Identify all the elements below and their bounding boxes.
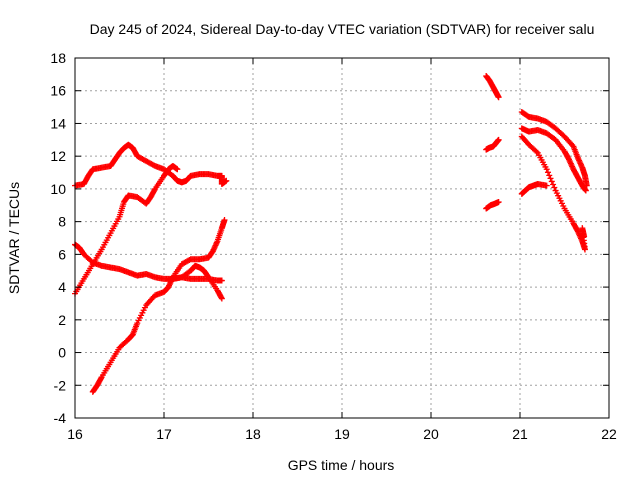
data-point-marker (544, 169, 551, 176)
data-point-marker (550, 181, 557, 188)
axis-ticks: 16 17 18 19 20 21 22 -4 -2 0 2 4 6 8 10 12 14 16 18 (50, 50, 617, 442)
x-tick-label: 22 (601, 426, 617, 442)
y-tick-label: -4 (54, 410, 67, 426)
data-point-marker (223, 177, 230, 184)
data-point-marker (547, 175, 554, 182)
grid (75, 58, 609, 418)
y-tick-label: 6 (58, 246, 66, 262)
x-tick-label: 17 (156, 426, 172, 442)
data-point-marker (495, 136, 502, 143)
x-tick-label: 16 (67, 426, 83, 442)
x-tick-label: 21 (512, 426, 528, 442)
data-point-marker (551, 184, 558, 191)
x-tick-label: 18 (245, 426, 261, 442)
data-points (72, 73, 590, 395)
data-point-marker (582, 187, 589, 194)
data-point-marker (581, 233, 588, 240)
data-point-marker (495, 94, 502, 101)
y-tick-label: 16 (50, 83, 66, 99)
data-point-marker (533, 148, 540, 155)
data-point-marker (546, 172, 553, 179)
x-tick-label: 19 (334, 426, 350, 442)
data-point-marker (548, 178, 555, 185)
y-tick-label: 8 (58, 214, 66, 230)
data-point-marker (218, 277, 225, 284)
x-tick-label: 20 (423, 426, 439, 442)
data-point-marker (495, 199, 502, 205)
y-tick-label: 0 (58, 345, 66, 361)
data-point-marker (218, 295, 225, 302)
y-axis-label: SDTVAR / TECUs (6, 182, 22, 294)
data-point-marker (543, 166, 550, 173)
y-tick-label: 2 (58, 312, 66, 328)
data-point-marker (543, 182, 550, 189)
data-point-marker (174, 166, 181, 173)
y-tick-label: 12 (50, 148, 66, 164)
y-tick-label: 14 (50, 115, 66, 131)
chart-title: Day 245 of 2024, Sidereal Day-to-day VTE… (90, 21, 595, 37)
y-tick-label: -2 (54, 377, 67, 393)
y-tick-label: 4 (58, 279, 66, 295)
x-axis-label: GPS time / hours (288, 457, 395, 473)
y-tick-label: 10 (50, 181, 66, 197)
data-point-marker (221, 217, 228, 223)
y-tick-label: 18 (50, 50, 66, 66)
